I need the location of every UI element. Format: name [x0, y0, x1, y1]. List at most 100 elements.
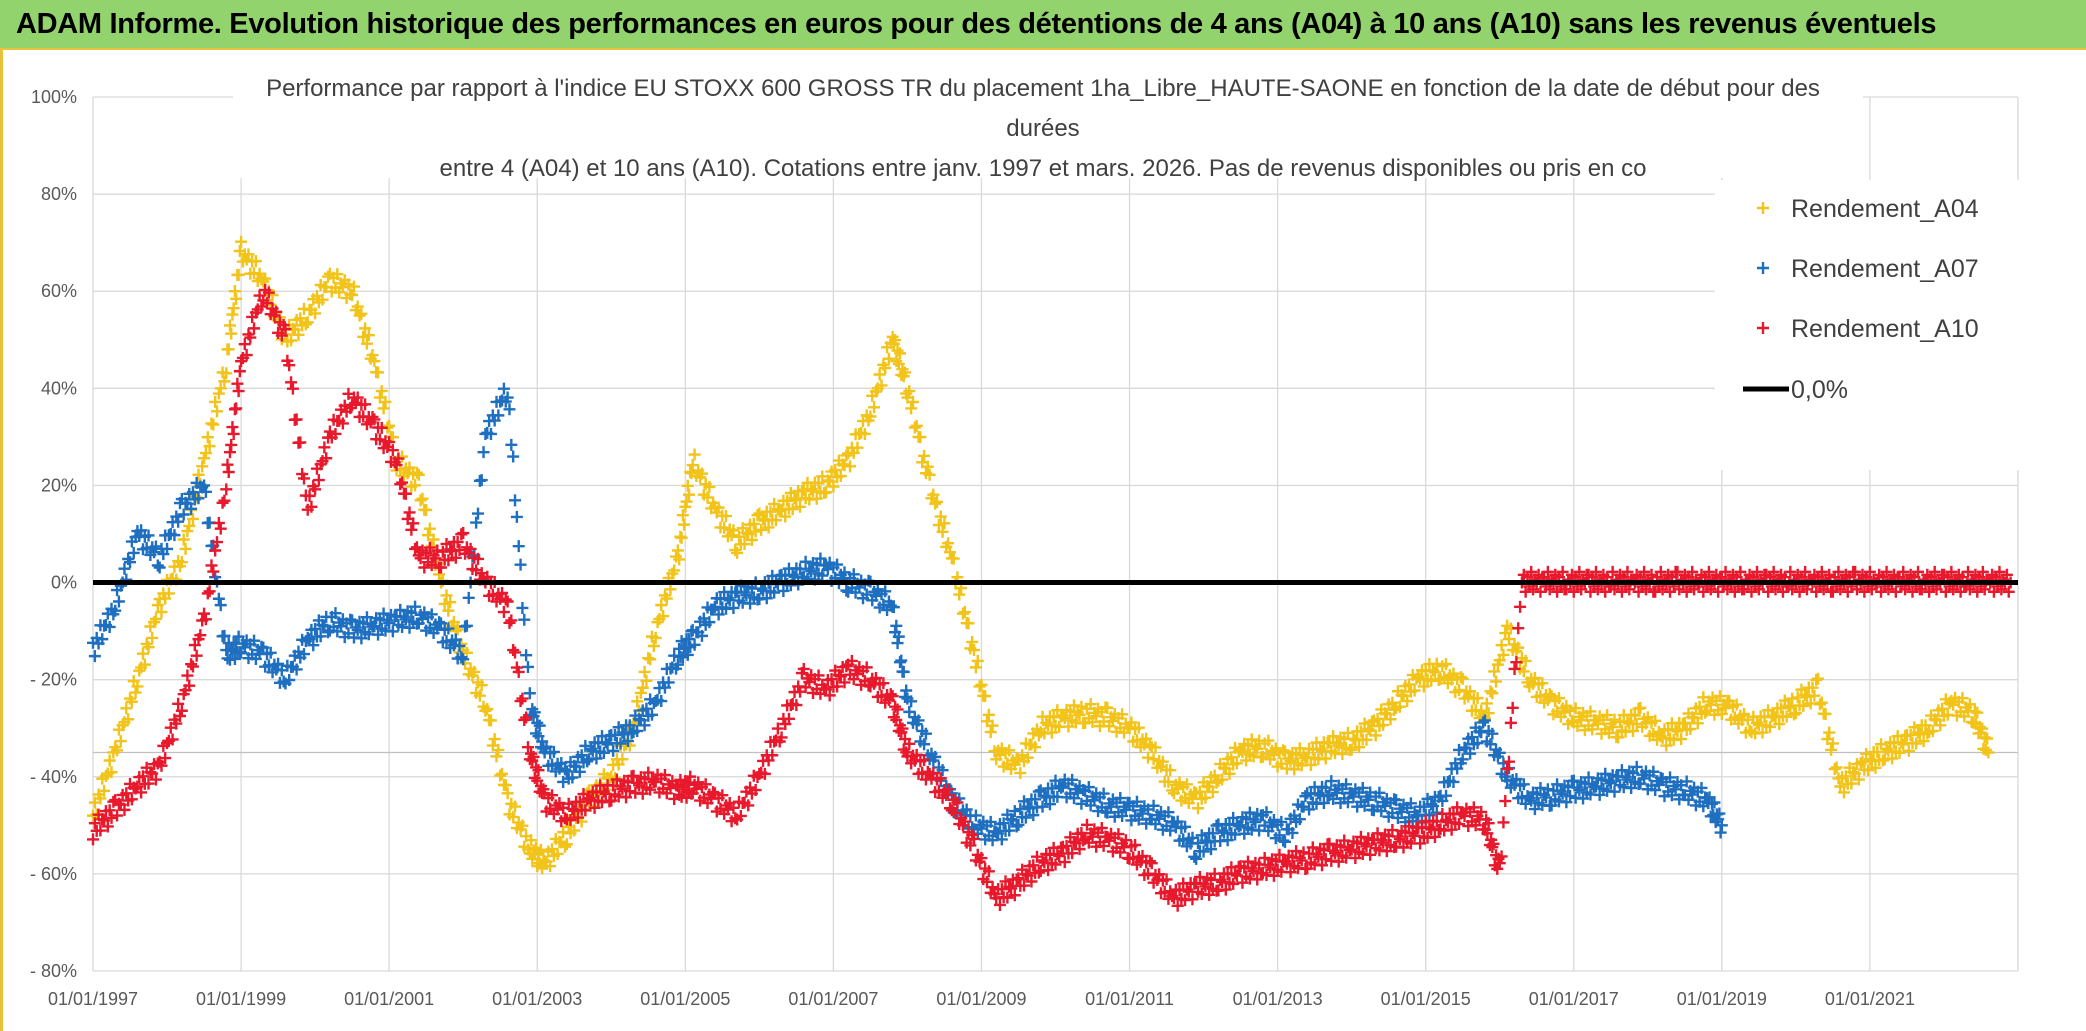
data-point — [1380, 845, 1393, 858]
data-point — [1049, 858, 1062, 871]
data-point — [218, 494, 231, 507]
data-point — [449, 551, 462, 564]
data-point — [1297, 846, 1310, 859]
data-point — [956, 607, 969, 620]
data-point — [153, 561, 166, 574]
data-point — [118, 803, 131, 816]
data-point — [636, 787, 649, 800]
data-point — [507, 811, 520, 824]
data-point — [299, 318, 312, 331]
data-point — [758, 767, 771, 780]
data-point — [131, 680, 144, 693]
data-point — [1286, 826, 1299, 839]
data-point — [1810, 673, 1823, 686]
data-point — [912, 714, 925, 727]
data-point — [230, 402, 243, 415]
data-point — [1534, 781, 1547, 794]
data-point — [1882, 583, 1895, 596]
data-point — [359, 398, 372, 411]
data-point — [222, 343, 235, 356]
x-tick-label: 01/01/2001 — [344, 989, 434, 1009]
data-point — [1481, 827, 1494, 840]
data-point — [1053, 850, 1066, 863]
data-point — [357, 330, 370, 343]
data-point — [1362, 793, 1375, 806]
data-point — [1869, 761, 1882, 774]
data-point — [320, 452, 333, 465]
data-point — [198, 479, 211, 492]
x-tick-label: 01/01/2019 — [1677, 989, 1767, 1009]
data-point — [505, 438, 518, 451]
data-point — [777, 584, 790, 597]
data-point — [451, 536, 464, 549]
data-point — [322, 270, 335, 283]
data-point — [890, 355, 903, 368]
data-point — [1487, 837, 1500, 850]
data-point — [664, 583, 677, 596]
data-point — [347, 280, 360, 293]
data-point — [396, 476, 409, 489]
chart-title-line: entre 4 (A04) et 10 ans (A10). Cotations… — [440, 155, 1647, 182]
data-point — [1471, 737, 1484, 750]
data-point — [144, 766, 157, 779]
data-point — [1119, 803, 1132, 816]
data-point — [1477, 716, 1490, 729]
data-point — [860, 661, 873, 674]
data-point — [135, 524, 148, 537]
data-point — [409, 479, 422, 492]
data-point — [1427, 799, 1440, 812]
data-point — [1936, 702, 1949, 715]
data-point — [473, 689, 486, 702]
data-point — [968, 832, 981, 845]
data-point — [162, 587, 175, 600]
data-point — [1371, 827, 1384, 840]
data-point — [943, 546, 956, 559]
data-point — [98, 784, 111, 797]
data-point — [1871, 746, 1884, 759]
data-point — [640, 702, 653, 715]
data-point — [214, 599, 227, 612]
data-point — [1634, 701, 1647, 714]
data-point — [1973, 720, 1986, 733]
data-point — [671, 544, 684, 557]
data-point — [87, 833, 99, 846]
data-point — [1408, 684, 1421, 697]
data-point — [1299, 790, 1312, 803]
data-point — [1036, 854, 1049, 867]
legend-marker — [1757, 262, 1769, 274]
data-point — [790, 699, 803, 712]
data-point — [649, 631, 662, 644]
data-point — [497, 382, 510, 395]
data-point — [1656, 583, 1669, 596]
data-point — [1001, 891, 1014, 904]
data-point — [175, 704, 188, 717]
data-point — [1495, 639, 1508, 652]
data-point — [1982, 746, 1995, 759]
data-point — [1752, 583, 1765, 596]
legend-label: Rendement_A10 — [1791, 315, 1979, 343]
data-point — [869, 671, 882, 684]
data-point — [1345, 843, 1358, 856]
data-point — [993, 748, 1006, 761]
data-point — [212, 592, 225, 605]
data-point — [642, 766, 655, 779]
data-point — [151, 559, 164, 572]
data-point — [303, 489, 316, 502]
data-point — [616, 782, 629, 795]
data-point — [1499, 795, 1512, 808]
x-tick-label: 01/01/2015 — [1381, 989, 1471, 1009]
data-point — [1369, 729, 1382, 742]
data-point — [405, 606, 418, 619]
data-point — [703, 616, 716, 629]
data-point — [990, 826, 1003, 839]
data-point — [528, 706, 541, 719]
data-point — [1508, 662, 1521, 675]
data-point — [1236, 746, 1249, 759]
data-point — [379, 395, 392, 408]
data-point — [214, 522, 227, 535]
data-point — [929, 750, 942, 763]
data-point — [453, 640, 466, 653]
data-point — [410, 466, 423, 479]
data-point — [918, 754, 931, 767]
data-point — [228, 285, 241, 298]
